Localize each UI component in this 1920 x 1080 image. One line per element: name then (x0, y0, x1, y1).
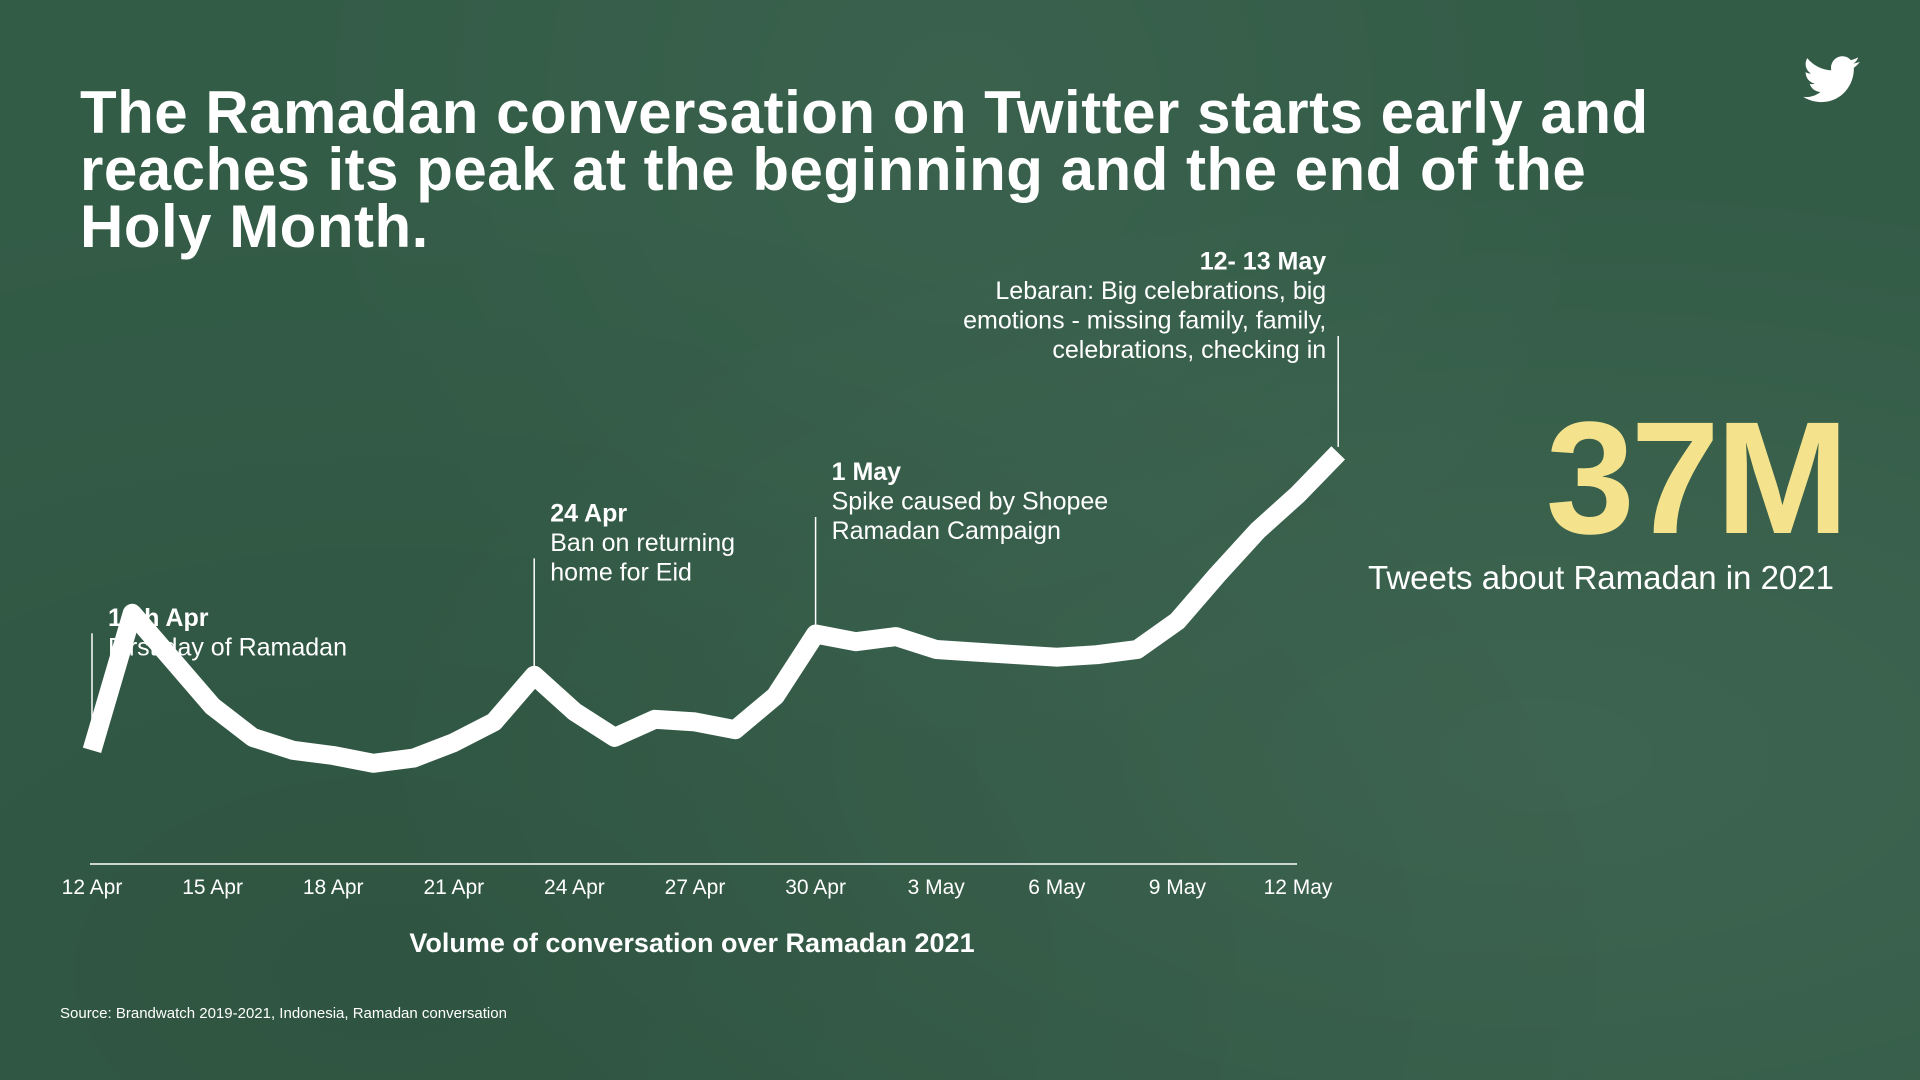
x-axis-title: Volume of conversation over Ramadan 2021 (409, 928, 974, 958)
series-line (82, 446, 1346, 773)
source-note: Source: Brandwatch 2019-2021, Indonesia,… (60, 1005, 507, 1022)
x-tick-label: 12 May (1264, 876, 1333, 899)
twitter-bird-icon (1803, 56, 1860, 103)
annotation-text: Ramadan Campaign (832, 517, 1061, 545)
x-tick-label: 30 Apr (785, 876, 846, 899)
stat-caption: Tweets about Ramadan in 2021 (1368, 559, 1834, 596)
x-tick-label: 21 Apr (423, 876, 484, 899)
annotation-title: 12- 13 May (1200, 247, 1327, 275)
x-tick-label: 15 Apr (182, 876, 243, 899)
annotation-title: 1 May (832, 458, 902, 486)
x-tick-label: 24 Apr (544, 876, 605, 899)
headline: The Ramadan conversation on Twitter star… (80, 79, 1649, 260)
x-tick-label: 27 Apr (665, 876, 726, 899)
x-tick-label: 18 Apr (303, 876, 364, 899)
x-tick-label: 12 Apr (62, 876, 123, 899)
annotation-text: emotions - missing family, family, (963, 306, 1326, 334)
x-tick-label: 6 May (1028, 876, 1086, 899)
annotation-text: Ban on returning (550, 529, 735, 557)
stat-value: 37M (1545, 388, 1849, 567)
x-tick-label: 3 May (908, 876, 966, 899)
annotation-text: celebrations, checking in (1052, 336, 1326, 364)
annotation-text: home for Eid (550, 558, 692, 586)
annotation-text: Lebaran: Big celebrations, big (995, 277, 1326, 305)
annotation-title: 24 Apr (550, 499, 627, 527)
x-tick-labels: 12 Apr 15 Apr 18 Apr 21 Apr 24 Apr 27 Apr 30 A… (62, 876, 1333, 899)
annotation-text: Spike caused by Shopee (832, 487, 1109, 515)
x-tick-label: 9 May (1149, 876, 1207, 899)
